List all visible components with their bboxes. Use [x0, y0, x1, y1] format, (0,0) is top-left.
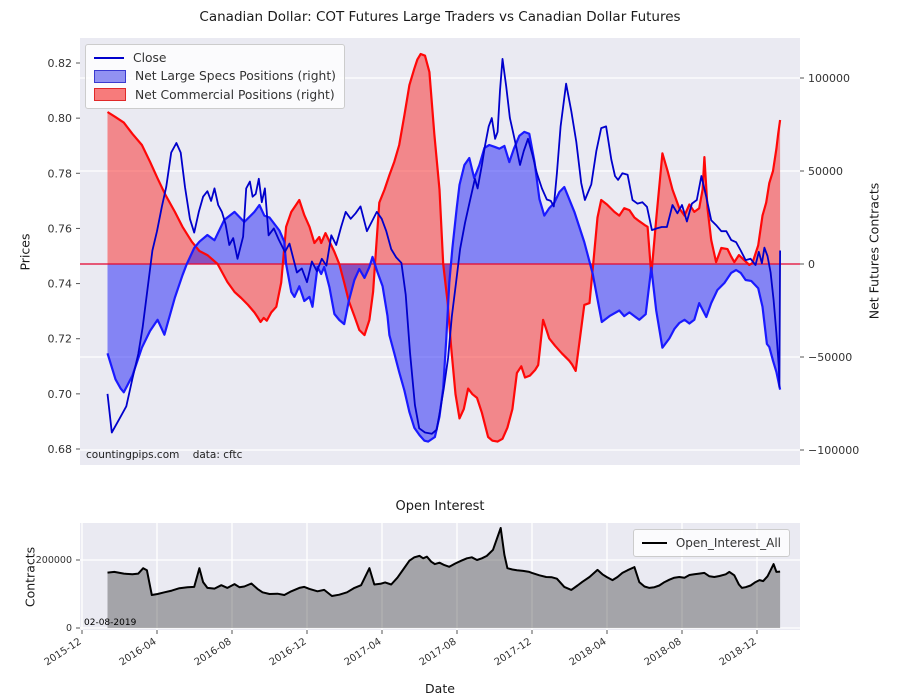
right-tick-label: −100000 — [808, 444, 859, 457]
bottom-y-axis-label: Contracts — [22, 546, 38, 608]
top-right-axis-label: Net Futures Contracts — [866, 182, 882, 320]
right-tick-label: 0 — [808, 258, 815, 271]
date-tick-label: 2015-12 — [43, 636, 84, 668]
legend-label: Open_Interest_All — [675, 536, 781, 550]
legend-label: Net Commercial Positions (right) — [135, 87, 335, 102]
date-tick-label: 2016-08 — [193, 636, 234, 668]
date-tick-label: 2016-04 — [118, 636, 159, 668]
top-y-axis-label: Prices — [17, 233, 33, 271]
left-tick-label: 0.82 — [48, 57, 73, 70]
bottom-title: Open Interest — [395, 499, 485, 514]
commercials-line — [106, 52, 782, 443]
legend-label: Net Large Specs Positions (right) — [135, 69, 336, 84]
specs-area — [107, 131, 781, 442]
watermark: countingpips.com data: cftc — [86, 449, 243, 461]
date-tick-label: 2016-12 — [268, 636, 309, 668]
legend-item-specs: Net Large Specs Positions (right) — [94, 69, 336, 83]
left-tick-label: 0.72 — [48, 333, 73, 346]
close-line-swatch-icon — [94, 57, 124, 60]
legend-label: Close — [133, 51, 167, 66]
date-tick-label: 2018-04 — [568, 636, 609, 668]
left-tick-label: 0.74 — [48, 278, 73, 291]
right-tick-label: 100000 — [808, 72, 850, 85]
top-plot — [80, 52, 800, 451]
left-tick-label: 0.70 — [48, 388, 73, 401]
date-tick-label: 2018-12 — [718, 636, 759, 668]
legend-item-close: Close — [94, 51, 336, 65]
left-tick-label: 0.68 — [48, 443, 73, 456]
specs-patch-swatch-icon — [94, 69, 126, 83]
date-tick-label: 2018-08 — [643, 636, 684, 668]
right-tick-label: 50000 — [808, 165, 843, 178]
date-tick-label: 2017-04 — [343, 636, 384, 668]
close-line — [106, 58, 781, 435]
left-tick-label: 0.78 — [48, 167, 73, 180]
date-tick-label: 2017-12 — [493, 636, 534, 668]
left-tick-label: 0.80 — [48, 112, 73, 125]
bottom-legend: Open_Interest_All — [633, 529, 790, 557]
top-legend: Close Net Large Specs Positions (right) … — [85, 44, 345, 109]
open-interest-area — [107, 528, 781, 628]
open-interest-line — [107, 527, 781, 597]
legend-item-commercials: Net Commercial Positions (right) — [94, 88, 336, 102]
commercials-area — [107, 54, 781, 442]
date-tick-label: 2017-08 — [418, 636, 459, 668]
left-tick-label: 0.76 — [48, 222, 73, 235]
main-title: Canadian Dollar: COT Futures Large Trade… — [199, 9, 681, 25]
legend-item-open-interest: Open_Interest_All — [642, 536, 781, 550]
top-axis-ticks: 0.68 0.70 0.72 0.74 0.76 0.78 0.80 0.82 −100000 −… — [48, 57, 860, 457]
oi-tick-label: 200000 — [36, 555, 72, 566]
x-axis-label: Date — [425, 681, 455, 696]
oi-tick-label: 0 — [66, 623, 72, 634]
specs-line — [106, 130, 782, 443]
commercials-patch-swatch-icon — [94, 88, 126, 102]
report-date-annotation: 02-08-2019 — [84, 618, 137, 628]
right-tick-label: −50000 — [808, 351, 852, 364]
open-interest-line-swatch-icon — [642, 542, 667, 544]
